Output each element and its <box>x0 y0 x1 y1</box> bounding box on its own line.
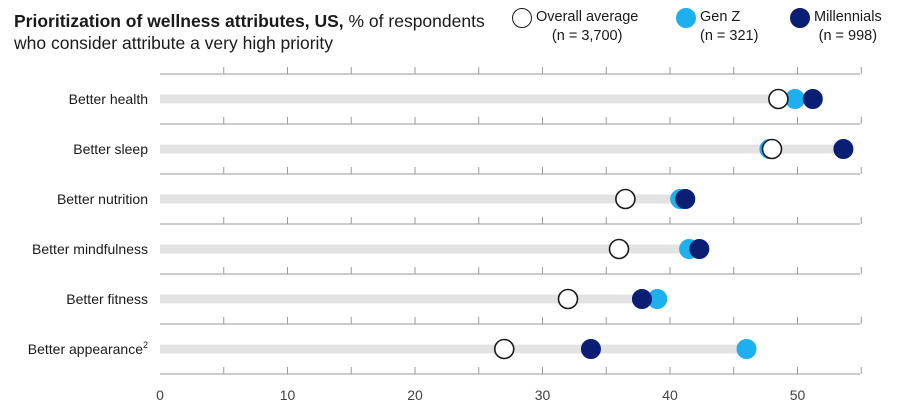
dot-overall-average <box>557 288 579 310</box>
x-tick-label: 40 <box>662 387 678 403</box>
legend-n-millennials: (n = 998) <box>818 28 878 44</box>
dot-overall-average <box>615 188 636 210</box>
legend-item-overall: Overall average (n = 3,700) <box>512 8 638 46</box>
dot-millennials <box>631 289 652 309</box>
legend-item-millennials: Millennials (n = 998) <box>790 8 882 46</box>
legend-item-genz: Gen Z (n = 321) <box>676 8 758 46</box>
category-label: Better health <box>69 91 148 107</box>
category-label: Better mindfulness <box>32 241 148 257</box>
chart-title-rest: % of respondents who consider attribute … <box>14 11 485 53</box>
legend-label-overall: Overall average <box>536 9 639 25</box>
x-tick-label: 30 <box>535 387 551 403</box>
track-bar <box>160 244 700 254</box>
dot-millennials <box>833 139 854 159</box>
dot-overall-average <box>493 338 515 360</box>
x-tick-label: 50 <box>790 387 806 403</box>
dot-millennials <box>675 189 696 209</box>
legend-swatch-millennials <box>790 8 810 28</box>
legend-label-millennials: Millennials <box>814 9 882 25</box>
category-label: Better appearance2 <box>28 340 148 357</box>
category-label: Better nutrition <box>57 191 148 207</box>
track-bar <box>160 144 844 154</box>
track-bar <box>160 94 813 104</box>
x-tick-label: 0 <box>156 387 164 403</box>
dot-millennials <box>689 239 710 259</box>
dot-gen-z <box>736 339 757 359</box>
legend-swatch-overall <box>512 8 532 28</box>
track-bar <box>160 344 747 354</box>
track-bar <box>160 294 658 304</box>
dot-overall-average <box>761 138 783 160</box>
dot-overall-average <box>768 88 789 110</box>
category-label: Better fitness <box>66 291 148 307</box>
footnote-marker: 2 <box>143 340 148 350</box>
x-tick-label: 10 <box>280 387 296 403</box>
chart-title: Prioritization of wellness attributes, U… <box>14 10 494 54</box>
dot-millennials <box>802 89 823 109</box>
legend-n-genz: (n = 321) <box>700 28 759 44</box>
dot-millennials <box>580 339 601 359</box>
category-label: Better sleep <box>73 141 148 157</box>
track-bar <box>160 194 686 204</box>
legend-label-genz: Gen Z <box>700 9 741 25</box>
legend-swatch-genz <box>676 8 696 28</box>
chart-title-bold: Prioritization of wellness attributes, U… <box>14 11 344 31</box>
dot-overall-average <box>608 238 630 260</box>
x-tick-label: 20 <box>407 387 423 403</box>
legend-n-overall: (n = 3,700) <box>551 28 623 44</box>
